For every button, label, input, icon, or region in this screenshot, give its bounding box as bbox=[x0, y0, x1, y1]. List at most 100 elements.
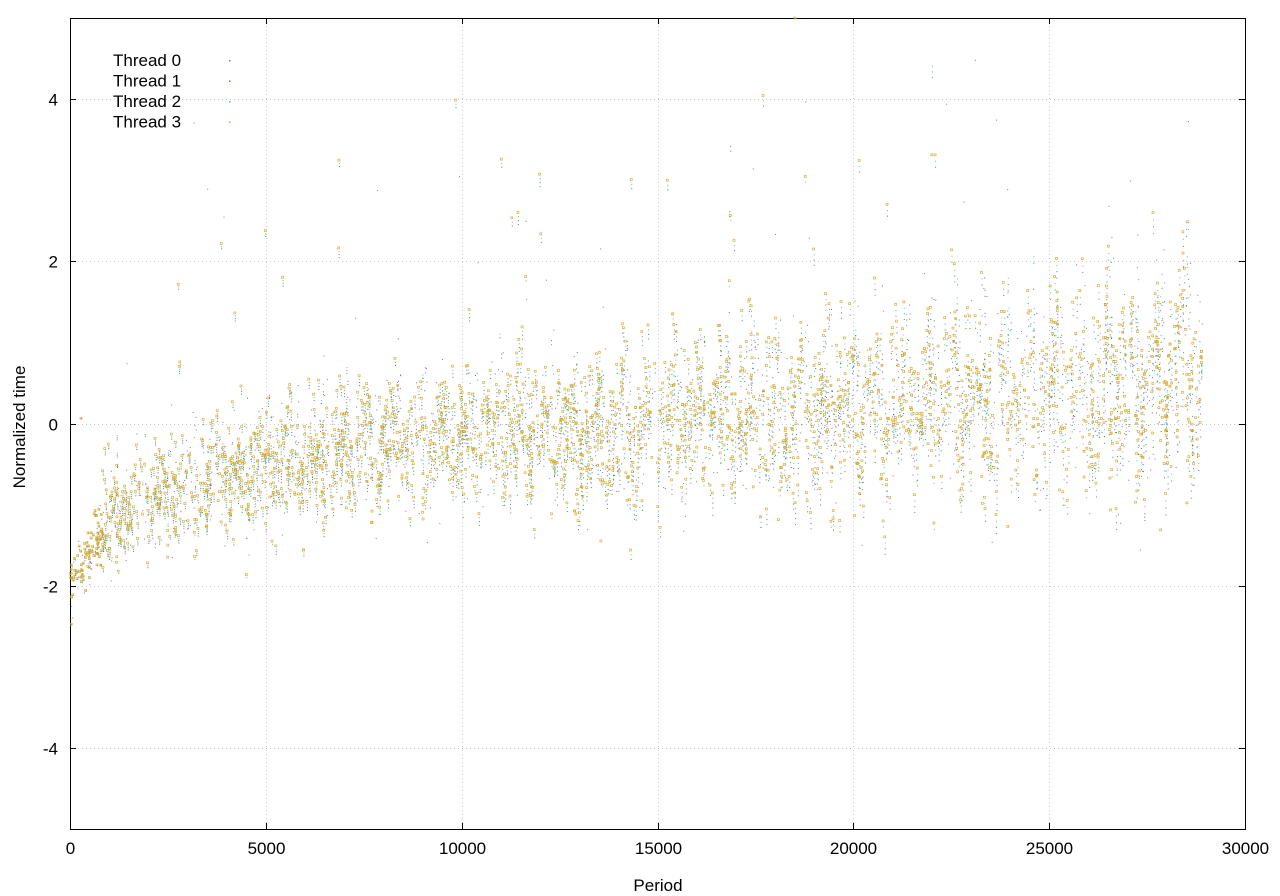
data-point bbox=[514, 457, 516, 459]
data-point bbox=[618, 469, 620, 470]
data-point bbox=[279, 501, 281, 503]
data-point bbox=[1114, 369, 1116, 371]
data-point bbox=[766, 524, 768, 526]
data-point bbox=[705, 457, 707, 459]
data-point bbox=[582, 436, 584, 438]
data-point bbox=[719, 441, 721, 443]
data-point bbox=[904, 366, 906, 367]
data-point bbox=[273, 500, 274, 502]
data-point bbox=[325, 523, 327, 525]
data-point bbox=[388, 486, 390, 487]
data-point bbox=[151, 519, 152, 521]
data-point bbox=[1196, 456, 1198, 458]
data-point bbox=[1199, 382, 1201, 384]
data-point bbox=[748, 403, 750, 404]
data-point bbox=[930, 392, 931, 394]
data-point bbox=[746, 356, 748, 358]
data-point bbox=[762, 467, 764, 469]
data-point bbox=[950, 386, 952, 388]
data-point bbox=[723, 375, 725, 377]
data-point bbox=[545, 375, 547, 377]
data-point bbox=[530, 503, 532, 505]
data-point bbox=[978, 407, 980, 409]
data-point bbox=[378, 493, 380, 495]
data-point bbox=[1055, 341, 1057, 343]
data-point bbox=[420, 388, 422, 390]
data-point bbox=[984, 358, 985, 360]
data-point bbox=[298, 462, 300, 464]
data-point bbox=[1056, 277, 1058, 279]
data-point bbox=[778, 337, 780, 339]
data-point bbox=[668, 470, 670, 472]
data-point bbox=[717, 401, 718, 403]
data-point bbox=[1141, 368, 1143, 370]
data-point bbox=[628, 413, 630, 415]
data-point bbox=[395, 423, 397, 425]
data-point bbox=[262, 516, 264, 518]
data-point bbox=[509, 422, 511, 424]
data-point bbox=[454, 474, 456, 476]
data-point bbox=[567, 431, 569, 433]
data-point bbox=[431, 467, 432, 469]
data-point bbox=[164, 473, 166, 475]
data-point bbox=[816, 414, 818, 416]
data-point bbox=[818, 456, 820, 458]
data-point bbox=[400, 458, 402, 460]
data-point bbox=[462, 516, 464, 518]
data-point bbox=[314, 416, 316, 418]
data-point bbox=[295, 457, 296, 458]
data-point bbox=[175, 534, 177, 536]
data-point bbox=[370, 427, 372, 429]
data-point bbox=[952, 431, 954, 432]
data-point bbox=[892, 339, 894, 340]
data-point bbox=[105, 548, 107, 550]
data-point bbox=[579, 525, 581, 527]
data-point bbox=[330, 494, 332, 496]
data-point bbox=[342, 452, 344, 454]
data-point bbox=[844, 348, 846, 350]
data-point bbox=[340, 504, 342, 505]
data-point bbox=[720, 350, 722, 352]
data-point bbox=[299, 456, 301, 458]
data-point bbox=[732, 401, 733, 403]
data-point bbox=[397, 411, 399, 413]
data-point bbox=[667, 429, 669, 430]
data-point bbox=[1003, 380, 1005, 381]
data-point bbox=[685, 493, 687, 495]
data-point bbox=[1143, 406, 1145, 408]
data-point bbox=[501, 445, 503, 447]
data-point bbox=[144, 436, 146, 438]
data-point bbox=[714, 395, 716, 397]
data-point bbox=[1108, 205, 1110, 207]
data-point bbox=[1071, 424, 1073, 426]
data-point bbox=[1036, 488, 1038, 490]
data-point bbox=[130, 530, 132, 532]
data-point bbox=[774, 400, 775, 402]
data-point bbox=[1007, 189, 1009, 191]
data-point bbox=[948, 387, 950, 389]
data-point bbox=[824, 368, 826, 370]
data-point bbox=[310, 422, 312, 424]
data-point bbox=[130, 528, 132, 530]
data-point bbox=[1037, 431, 1039, 433]
data-point bbox=[424, 372, 426, 374]
data-point bbox=[105, 507, 107, 509]
data-point bbox=[679, 456, 681, 458]
data-point bbox=[779, 402, 781, 404]
data-point bbox=[257, 486, 259, 488]
data-point bbox=[227, 474, 228, 476]
data-point bbox=[1084, 285, 1086, 287]
data-point bbox=[1093, 404, 1095, 406]
data-point bbox=[1093, 468, 1095, 469]
data-point bbox=[1128, 460, 1130, 462]
data-point bbox=[769, 420, 771, 422]
data-point bbox=[819, 431, 821, 433]
data-point bbox=[573, 417, 575, 418]
data-point bbox=[277, 480, 279, 482]
data-point bbox=[180, 468, 182, 470]
data-point bbox=[887, 443, 889, 445]
data-point bbox=[976, 391, 978, 392]
data-point bbox=[767, 408, 769, 410]
data-point bbox=[102, 474, 104, 476]
data-point bbox=[739, 427, 741, 429]
